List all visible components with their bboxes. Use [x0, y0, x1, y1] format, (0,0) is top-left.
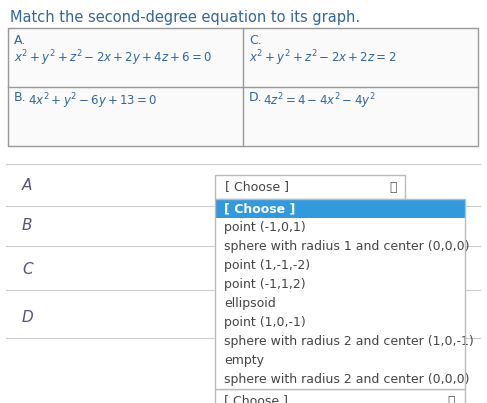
- Bar: [8, 28, 478, 146]
- Text: ⌵: ⌵: [389, 181, 396, 194]
- Text: [ Choose ]: [ Choose ]: [224, 202, 296, 215]
- Text: sphere with radius 2 and center (0,0,0): sphere with radius 2 and center (0,0,0): [224, 373, 469, 386]
- Text: Match the second-degree equation to its graph.: Match the second-degree equation to its …: [10, 10, 360, 25]
- Bar: [215, 199, 465, 389]
- Text: D.: D.: [249, 91, 262, 104]
- Text: ellipsoid: ellipsoid: [224, 297, 276, 310]
- Text: $x^2 + y^2 + z^2 - 2x + 2z = 2$: $x^2 + y^2 + z^2 - 2x + 2z = 2$: [249, 48, 396, 68]
- Text: point (1,-1,-2): point (1,-1,-2): [224, 259, 310, 272]
- Text: A: A: [22, 177, 32, 193]
- Text: empty: empty: [224, 354, 264, 367]
- Text: C.: C.: [249, 34, 262, 47]
- Text: D: D: [22, 310, 34, 324]
- Text: B: B: [22, 218, 33, 233]
- Text: [ Choose ]: [ Choose ]: [225, 180, 289, 193]
- Bar: [215, 199, 465, 389]
- Text: sphere with radius 2 and center (1,0,-1): sphere with radius 2 and center (1,0,-1): [224, 335, 474, 348]
- Text: C: C: [22, 262, 33, 276]
- Text: point (-1,0,1): point (-1,0,1): [224, 221, 306, 234]
- Text: A.: A.: [14, 34, 26, 47]
- Text: $4z^2 = 4 - 4x^2 - 4y^2$: $4z^2 = 4 - 4x^2 - 4y^2$: [263, 91, 375, 110]
- Text: $x^2 + y^2 + z^2 - 2x + 2y + 4z + 6 = 0$: $x^2 + y^2 + z^2 - 2x + 2y + 4z + 6 = 0$: [14, 48, 212, 68]
- Text: [ Choose ]: [ Choose ]: [224, 394, 288, 403]
- Text: $4x^2 + y^2 - 6y + 13 = 0$: $4x^2 + y^2 - 6y + 13 = 0$: [28, 91, 157, 110]
- Text: sphere with radius 1 and center (0,0,0): sphere with radius 1 and center (0,0,0): [224, 240, 469, 253]
- Text: ⌵: ⌵: [447, 395, 454, 403]
- Text: point (1,0,-1): point (1,0,-1): [224, 316, 306, 329]
- Bar: [215, 389, 465, 403]
- Bar: [215, 199, 465, 218]
- Text: point (-1,1,2): point (-1,1,2): [224, 278, 306, 291]
- Bar: [215, 175, 405, 199]
- Text: B.: B.: [14, 91, 27, 104]
